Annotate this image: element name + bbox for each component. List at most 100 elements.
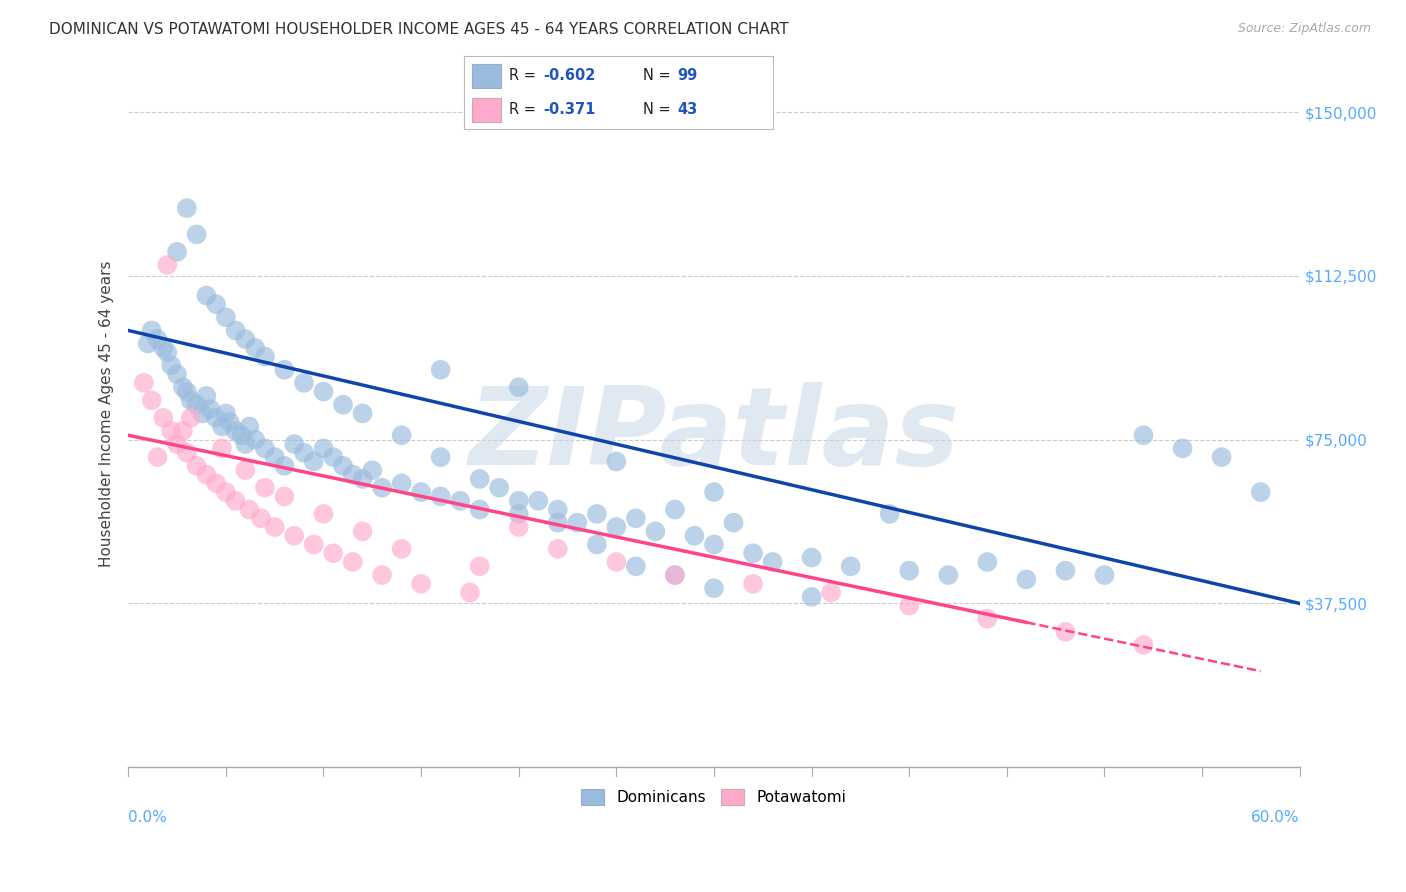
Point <box>205 297 228 311</box>
Point <box>820 585 842 599</box>
Point <box>605 555 627 569</box>
Point <box>352 406 374 420</box>
Point <box>263 520 285 534</box>
Point <box>644 524 666 539</box>
Point <box>283 437 305 451</box>
Point <box>411 576 433 591</box>
Point <box>391 476 413 491</box>
Point <box>250 511 273 525</box>
Point <box>361 463 384 477</box>
Text: ZIPatlas: ZIPatlas <box>468 382 959 488</box>
Text: N =: N = <box>644 103 676 118</box>
Point <box>186 458 208 473</box>
Point <box>664 568 686 582</box>
Point <box>312 384 335 399</box>
Bar <box>472 63 501 87</box>
Point <box>322 450 344 464</box>
Point <box>976 555 998 569</box>
Point <box>547 541 569 556</box>
Point <box>176 384 198 399</box>
Point <box>180 393 202 408</box>
Point <box>136 336 159 351</box>
Point <box>411 485 433 500</box>
Point <box>1132 428 1154 442</box>
Point <box>253 442 276 456</box>
Point <box>703 581 725 595</box>
Text: N =: N = <box>644 68 676 83</box>
Point <box>225 493 247 508</box>
Point <box>263 450 285 464</box>
Point <box>172 380 194 394</box>
Point <box>1211 450 1233 464</box>
Point <box>585 507 607 521</box>
Point <box>152 410 174 425</box>
Point <box>429 490 451 504</box>
Text: DOMINICAN VS POTAWATOMI HOUSEHOLDER INCOME AGES 45 - 64 YEARS CORRELATION CHART: DOMINICAN VS POTAWATOMI HOUSEHOLDER INCO… <box>49 22 789 37</box>
Point <box>292 446 315 460</box>
Point <box>186 398 208 412</box>
Point <box>703 537 725 551</box>
Point <box>703 485 725 500</box>
Point <box>186 227 208 242</box>
Point <box>200 402 222 417</box>
Point <box>302 537 325 551</box>
Point <box>624 511 647 525</box>
Y-axis label: Householder Income Ages 45 - 64 years: Householder Income Ages 45 - 64 years <box>100 260 114 566</box>
Point <box>683 529 706 543</box>
Point <box>215 485 238 500</box>
Point <box>312 442 335 456</box>
Point <box>218 415 240 429</box>
Text: R =: R = <box>509 103 540 118</box>
Point <box>253 350 276 364</box>
Point <box>800 550 823 565</box>
Point <box>898 564 921 578</box>
Point <box>742 546 765 560</box>
Point <box>238 502 260 516</box>
Point <box>211 442 233 456</box>
Point <box>1054 624 1077 639</box>
Point <box>391 428 413 442</box>
Point <box>391 541 413 556</box>
Point <box>141 393 163 408</box>
Point <box>1054 564 1077 578</box>
Point <box>605 520 627 534</box>
Point <box>664 568 686 582</box>
Point <box>332 458 354 473</box>
Point <box>1094 568 1116 582</box>
Point <box>283 529 305 543</box>
Legend: Dominicans, Potawatomi: Dominicans, Potawatomi <box>574 781 853 813</box>
Point <box>176 446 198 460</box>
Point <box>152 341 174 355</box>
Point <box>1132 638 1154 652</box>
Point <box>468 472 491 486</box>
Point <box>235 332 257 346</box>
Point <box>172 424 194 438</box>
Point <box>352 524 374 539</box>
Point <box>160 424 183 438</box>
Point <box>761 555 783 569</box>
Point <box>243 433 266 447</box>
Point <box>371 568 394 582</box>
Point <box>180 410 202 425</box>
Point <box>508 380 530 394</box>
Point <box>332 398 354 412</box>
Point <box>800 590 823 604</box>
Text: 99: 99 <box>678 68 697 83</box>
Point <box>166 244 188 259</box>
Point <box>1171 442 1194 456</box>
Point <box>156 258 179 272</box>
Point <box>205 476 228 491</box>
Point <box>225 424 247 438</box>
Point <box>429 363 451 377</box>
Point <box>342 555 364 569</box>
Point <box>458 585 481 599</box>
Point <box>508 507 530 521</box>
Text: 43: 43 <box>678 103 697 118</box>
Point <box>605 454 627 468</box>
Point <box>585 537 607 551</box>
Text: Source: ZipAtlas.com: Source: ZipAtlas.com <box>1237 22 1371 36</box>
Point <box>146 450 169 464</box>
Point <box>567 516 589 530</box>
Point <box>527 493 550 508</box>
Point <box>898 599 921 613</box>
